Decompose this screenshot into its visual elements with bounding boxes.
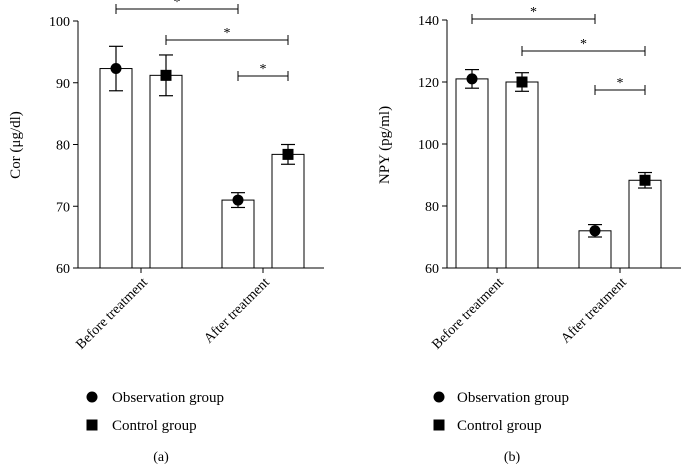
y-tick-label: 80 — [425, 200, 439, 215]
panel-label: (b) — [504, 450, 521, 464]
y-tick-label: 60 — [425, 262, 439, 277]
bar — [221, 199, 255, 269]
significance-marker: * — [224, 26, 231, 41]
x-tick-label: After treatment — [201, 275, 272, 346]
significance-marker: * — [617, 76, 624, 91]
x-tick-label: After treatment — [558, 275, 629, 346]
data-point-circle — [589, 225, 601, 237]
legend-marker-circle — [433, 391, 445, 403]
significance-marker: * — [580, 37, 587, 52]
significance-marker: * — [530, 5, 537, 20]
x-tick-label: Before treatment — [73, 275, 150, 352]
bar — [149, 74, 183, 269]
plot-area: 60 80 100 120 140 Before treatment After treat… — [418, 5, 681, 353]
legend: Observation group Control group — [433, 390, 569, 434]
data-point-square — [639, 174, 651, 186]
data-point-circle — [466, 73, 478, 85]
y-tick-label: 60 — [56, 262, 70, 277]
plot-area: 60 70 80 90 100 Before treatment After treatme… — [49, 0, 324, 353]
legend: Observation group Control group — [86, 390, 224, 434]
y-axis-label: Cor (μg/dl) — [8, 111, 24, 179]
data-point-circle — [232, 194, 244, 206]
legend-label: Control group — [112, 418, 197, 434]
legend-marker-square — [86, 419, 98, 431]
bar — [99, 68, 133, 269]
legend-label: Observation group — [457, 390, 569, 406]
y-tick-label: 120 — [418, 76, 439, 91]
chart-panel-b: NPY (pg/ml) 60 80 100 120 140 Before treatmen… — [377, 5, 681, 464]
y-tick-label: 100 — [49, 15, 70, 30]
legend-marker-square — [433, 419, 445, 431]
data-point-circle — [110, 63, 122, 75]
y-axis-label: NPY (pg/ml) — [377, 106, 393, 184]
significance-marker: * — [174, 0, 181, 10]
y-tick-label: 80 — [56, 139, 70, 154]
y-tick-label: 90 — [56, 77, 70, 92]
x-tick-label: Before treatment — [429, 275, 506, 352]
chart-panel-a: Cor (μg/dl) 60 70 80 90 100 Before treatment A… — [8, 0, 324, 464]
data-point-square — [160, 69, 172, 81]
bar — [628, 179, 662, 269]
legend-label: Observation group — [112, 390, 224, 406]
y-tick-label: 140 — [418, 14, 439, 29]
legend-label: Control group — [457, 418, 542, 434]
data-point-square — [282, 148, 294, 160]
bar — [505, 81, 539, 269]
panel-label: (a) — [153, 450, 169, 464]
legend-marker-circle — [86, 391, 98, 403]
y-tick-label: 100 — [418, 138, 439, 153]
bar — [271, 153, 305, 269]
y-tick-label: 70 — [56, 200, 70, 215]
data-point-square — [516, 76, 528, 88]
bar — [455, 78, 489, 269]
significance-marker: * — [260, 62, 267, 77]
